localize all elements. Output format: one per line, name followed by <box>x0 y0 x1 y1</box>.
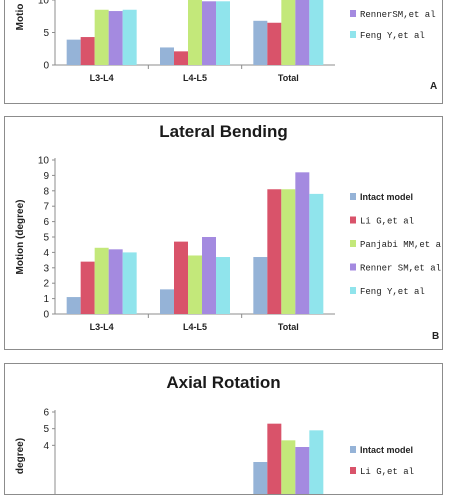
legend-label-feng: Feng Y,et al <box>360 287 425 297</box>
bar-lig-Total <box>267 189 282 314</box>
bar-intact-L4-L5 <box>160 289 174 314</box>
bar-panjabi-L3-L4 <box>94 247 109 314</box>
x-tick-label: L4-L5 <box>183 73 207 83</box>
bar-renner-Total <box>295 447 310 494</box>
bar-feng-Total <box>309 430 324 494</box>
bar-feng-Total <box>309 193 324 314</box>
bar-panjabi-L4-L5 <box>188 0 202 66</box>
bar-feng-L4-L5 <box>216 257 230 314</box>
bar-panjabi-L4-L5 <box>188 255 202 314</box>
x-tick-label: L4-L5 <box>183 322 207 332</box>
bar-feng-L3-L4 <box>122 252 137 314</box>
legend-swatch-intact <box>350 446 356 453</box>
y-tick-label: 0 <box>43 61 49 72</box>
bar-renner-L4-L5 <box>202 1 216 66</box>
chart-a-svg: 0 5 10 L3-L4 L4-L5 Total Motio RennerSM,et al Fe… <box>15 0 436 83</box>
bar-renner-L3-L4 <box>108 11 123 65</box>
legend-label-lig: Li G,et al <box>360 217 414 227</box>
legend-swatch-intact <box>350 193 356 200</box>
bar-intact-L4-L5 <box>160 47 174 65</box>
bar-intact-Total <box>253 20 268 65</box>
x-tick-label: Total <box>278 73 299 83</box>
panel-letter-b: B <box>432 331 440 342</box>
y-axis-label: Motion (degree) <box>15 200 26 275</box>
chart-title-c: Axial Rotation <box>166 373 281 392</box>
bar-panjabi-Total <box>281 189 296 314</box>
chart-c-svg: 4 5 6 degree) Intact model Li G,et al <box>15 408 414 494</box>
y-tick-label: 4 <box>43 441 49 452</box>
chart-title-b: Lateral Bending <box>159 122 288 141</box>
bar-lig-L3-L4 <box>80 37 95 65</box>
y-tick-label: 5 <box>43 233 49 244</box>
legend-label-intact: Intact model <box>360 192 413 202</box>
chart-panel-a: 0 5 10 L3-L4 L4-L5 Total Motio RennerSM,et al Fe… <box>4 0 443 104</box>
bar-renner-L3-L4 <box>108 249 123 314</box>
y-tick-label: 10 <box>38 156 50 167</box>
y-tick-label: 7 <box>43 202 49 213</box>
y-tick-label: 1 <box>43 294 49 305</box>
legend-label-panjabi: Panjabi MM,et al <box>360 240 442 250</box>
x-tick-label: L3-L4 <box>90 322 114 332</box>
legend-label-lig: Li G,et al <box>360 467 414 477</box>
y-tick-label: 10 <box>38 0 50 7</box>
x-tick-label: L3-L4 <box>90 73 114 83</box>
y-tick-label: 3 <box>43 263 49 274</box>
bar-renner-Total <box>295 172 310 314</box>
bar-intact-Total <box>253 462 268 494</box>
legend-label-renner: Renner SM,et al <box>360 264 441 274</box>
bar-panjabi-L3-L4 <box>94 9 109 65</box>
bar-feng-L4-L5 <box>216 1 230 66</box>
legend-label-feng: Feng Y,et al <box>360 31 425 41</box>
bar-renner-Total <box>295 0 310 65</box>
y-tick-label: 9 <box>43 171 49 182</box>
x-tick-label: Total <box>278 322 299 332</box>
legend-swatch-lig <box>350 467 356 474</box>
legend-swatch-panjabi <box>350 240 356 247</box>
bar-lig-L4-L5 <box>174 241 188 314</box>
legend-swatch-renner <box>350 10 356 17</box>
y-tick-label: 6 <box>43 408 49 419</box>
bar-intact-L3-L4 <box>66 297 81 314</box>
legend-swatch-feng <box>350 287 356 294</box>
y-tick-label: 5 <box>43 424 49 435</box>
legend-swatch-lig <box>350 216 356 224</box>
bar-lig-L4-L5 <box>174 51 188 65</box>
y-tick-label: 2 <box>43 279 49 290</box>
bar-panjabi-Total <box>281 440 296 494</box>
legend-swatch-renner <box>350 263 356 271</box>
bar-feng-L3-L4 <box>122 9 137 65</box>
bar-renner-L4-L5 <box>202 237 216 314</box>
bar-panjabi-Total <box>281 0 296 65</box>
legend-swatch-feng <box>350 31 356 38</box>
y-tick-label: 0 <box>43 310 49 321</box>
legend-label-renner: RennerSM,et al <box>360 10 436 20</box>
bar-lig-L3-L4 <box>80 261 95 314</box>
chart-panel-b: Lateral Bending 0 1 2 3 4 5 6 7 8 9 10 L3-L4 L4-L5 To… <box>4 116 443 350</box>
y-tick-label: 8 <box>43 186 49 197</box>
y-tick-label: 4 <box>43 248 49 259</box>
y-tick-label: 6 <box>43 217 49 228</box>
bar-intact-Total <box>253 257 268 314</box>
legend-label-intact: Intact model <box>360 445 413 455</box>
bar-lig-Total <box>267 22 282 65</box>
y-tick-label: 5 <box>43 28 49 39</box>
chart-panel-c: Axial Rotation 4 5 6 degree) Intact model Li … <box>4 363 443 495</box>
bar-intact-L3-L4 <box>66 39 81 65</box>
bar-lig-Total <box>267 423 282 494</box>
chart-b-svg: 0 1 2 3 4 5 6 7 8 9 10 L3-L4 L4-L5 Total Motion (degre… <box>15 156 442 333</box>
bar-feng-Total <box>309 0 324 65</box>
y-axis-label: Motio <box>15 4 26 31</box>
panel-letter-a: A <box>430 81 438 92</box>
y-axis-label: degree) <box>15 438 26 474</box>
